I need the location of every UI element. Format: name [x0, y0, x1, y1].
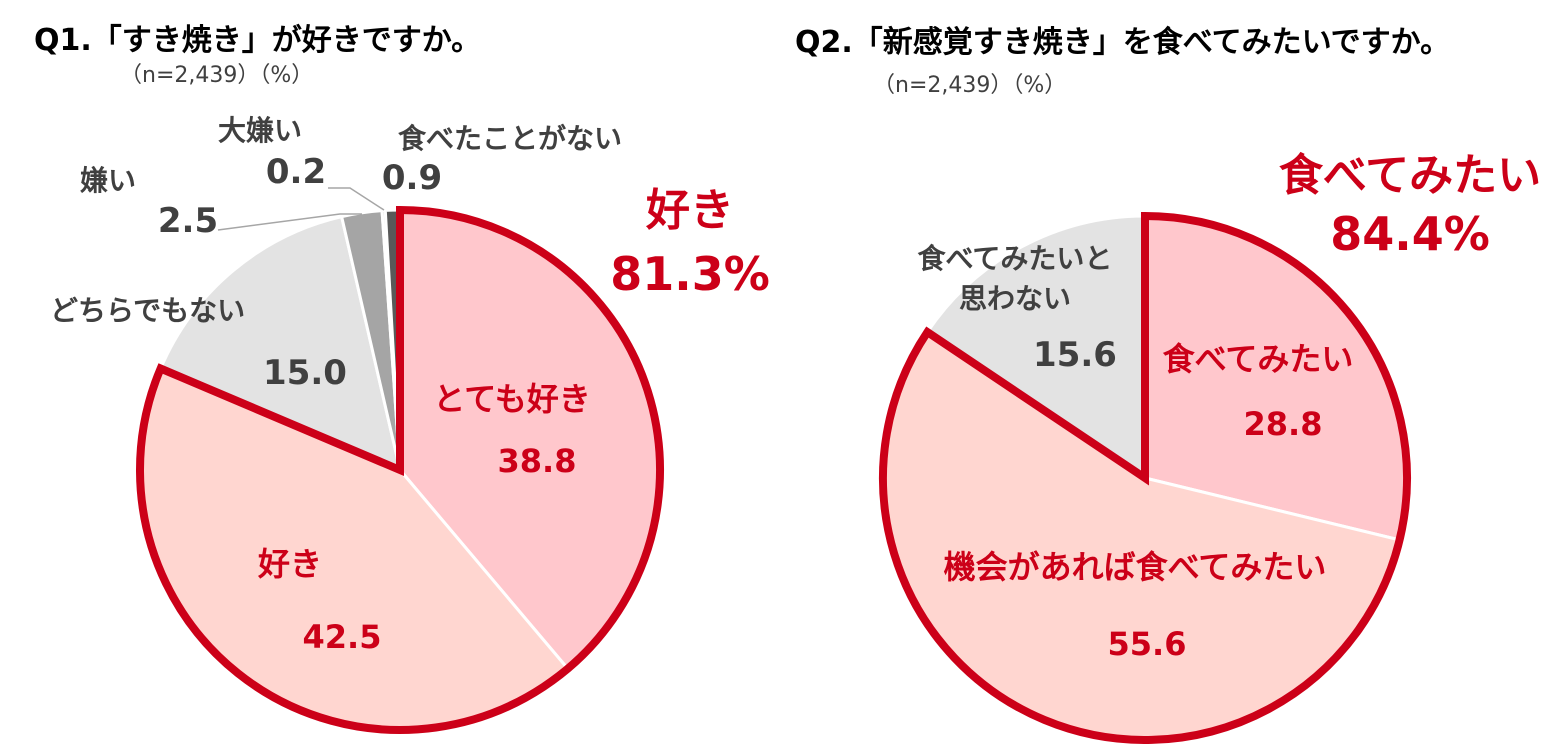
slice-value-label: 42.5: [303, 618, 382, 656]
slice-label: 食べてみたいと: [918, 242, 1113, 275]
slice-label: 嫌い: [80, 164, 136, 197]
pie-slice-3: [925, 214, 1147, 480]
highlight-value: 81.3%: [610, 247, 770, 301]
slice-label: 好き: [257, 545, 322, 583]
highlight-outline: [136, 205, 664, 734]
highlight-label: 好き: [645, 185, 734, 236]
slice-value-label: 0.9: [382, 158, 442, 198]
chart-title: Q1.「すき焼き」が好きですか。: [34, 23, 481, 58]
highlight-outline: [879, 211, 1411, 744]
slice-value-label: 15.6: [1033, 335, 1117, 375]
slice-value-label: 28.8: [1244, 405, 1323, 443]
chart-title: Q2.「新感覚すき焼き」を食べてみたいですか。: [795, 25, 1450, 60]
slice-label: 大嫌い: [218, 114, 302, 147]
slice-label: どちらでもない: [50, 294, 245, 327]
highlight-label: 食べてみたい: [1279, 150, 1541, 201]
leader-line: [328, 187, 385, 211]
slice-value-label: 38.8: [498, 442, 577, 480]
pie-slice-3: [159, 215, 402, 472]
slice-label: 思わない: [959, 282, 1071, 315]
slice-label: 食べてみたい: [1163, 340, 1354, 378]
slice-value-label: 2.5: [158, 201, 218, 241]
slice-value-label: 15.0: [263, 353, 347, 393]
highlight-value: 84.4%: [1330, 207, 1490, 261]
slice-value-label: 0.2: [266, 152, 326, 192]
slice-value-label: 55.6: [1108, 625, 1187, 663]
slice-label: 機会があれば食べてみたい: [944, 548, 1327, 586]
slice-label: 食べたことがない: [398, 122, 622, 155]
chart-subtitle: （n=2,439）（%）: [873, 73, 1066, 98]
pie-chart-1: Q1.「すき焼き」が好きですか。 （n=2,439）（%） とても好き 38.8 好き 4…: [34, 23, 770, 734]
pie-chart-2: Q2.「新感覚すき焼き」を食べてみたいですか。 （n=2,439）（%） 食べてみた…: [795, 25, 1541, 744]
chart-subtitle: （n=2,439）（%）: [120, 63, 313, 88]
leader-line: [217, 213, 362, 231]
slice-label: とても好き: [433, 380, 590, 418]
